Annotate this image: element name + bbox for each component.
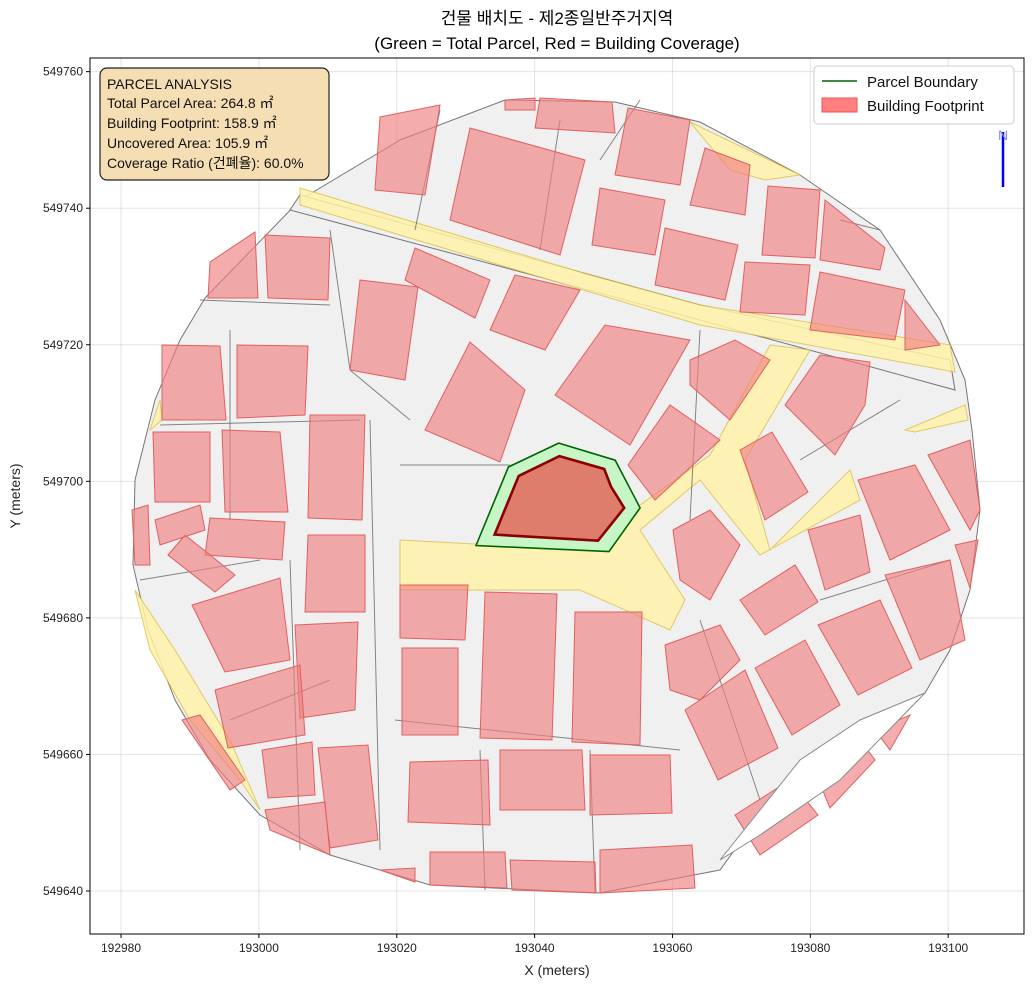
y-tick-label: 549740: [43, 201, 83, 215]
info-line: Total Parcel Area: 264.8 ㎡: [107, 95, 274, 111]
chart-title: 건물 배치도 - 제2종일반주거지역: [441, 9, 674, 28]
legend-patch-icon: [821, 97, 858, 113]
axes-frame: [89, 57, 1025, 935]
x-tick-label: 193080: [790, 941, 830, 955]
chart-subtitle: (Green = Total Parcel, Red = Building Co…: [374, 34, 739, 53]
x-tick-label: 193060: [652, 941, 692, 955]
road: [399, 344, 861, 631]
x-tick-label: 193000: [239, 941, 279, 955]
x-tick-label: 192980: [101, 941, 141, 955]
road: [134, 589, 261, 811]
y-tick-label: 549720: [43, 338, 83, 352]
background-map: [131, 97, 981, 894]
north-arrow: N: [998, 127, 1008, 187]
target-building-footprint[interactable]: [492, 454, 626, 543]
x-tick-label: 193020: [377, 941, 417, 955]
legend: Parcel Boundary Building Footprint: [813, 65, 1015, 125]
x-axis-label: X (meters): [524, 962, 589, 978]
info-title: PARCEL ANALYSIS: [107, 76, 232, 92]
y-tick-label: 549760: [43, 65, 83, 79]
y-tick-label: 549660: [43, 747, 83, 761]
axis-ticks: 192980 193000 193020 193040 193060 193080 1931…: [43, 65, 969, 955]
legend-item-building-footprint: Building Footprint: [867, 98, 985, 115]
y-tick-label: 549680: [43, 611, 83, 625]
road: [148, 399, 163, 432]
y-axis-label: Y (meters): [7, 463, 23, 528]
info-line: Building Footprint: 158.9 ㎡: [107, 115, 277, 131]
empty-area: [719, 692, 926, 861]
legend-item-parcel-boundary: Parcel Boundary: [867, 74, 978, 91]
y-tick-label: 549640: [43, 884, 83, 898]
north-arrow-label: N: [998, 127, 1008, 143]
x-tick-label: 193100: [928, 941, 968, 955]
x-tick-label: 193040: [515, 941, 555, 955]
info-box: PARCEL ANALYSIS Total Parcel Area: 264.8…: [99, 67, 330, 181]
info-line: Coverage Ratio (건폐율): 60.0%: [107, 155, 304, 171]
buildings: [131, 97, 981, 894]
y-tick-label: 549700: [43, 474, 83, 488]
road: [903, 404, 969, 433]
road: [299, 187, 956, 373]
info-line: Uncovered Area: 105.9 ㎡: [107, 135, 268, 151]
